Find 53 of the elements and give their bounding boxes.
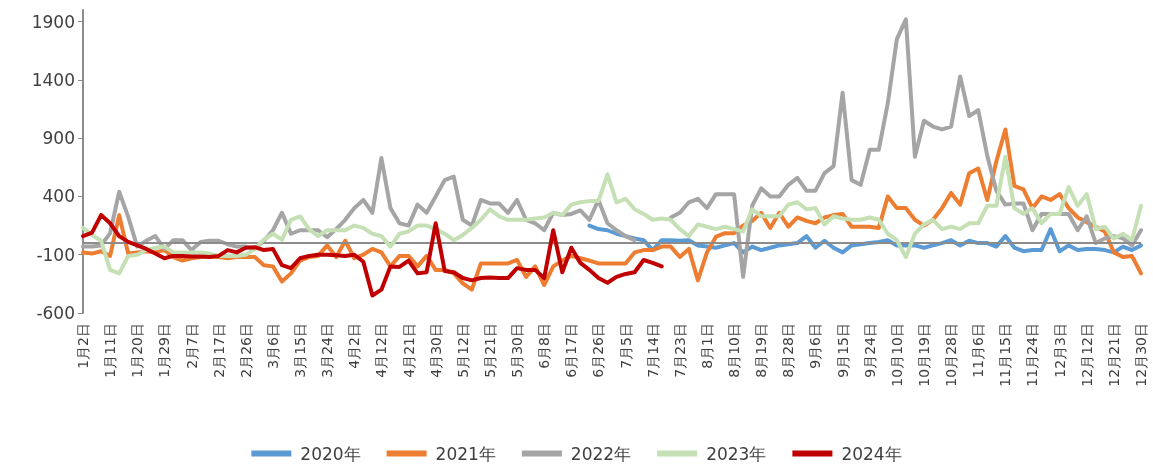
y-tick-label: -100 (36, 244, 75, 265)
x-tick-label: 6月17日 (563, 323, 580, 378)
y-tick-label: -600 (36, 303, 75, 323)
x-tick-label: 11月6日 (970, 323, 987, 378)
legend-label: 2021年 (435, 443, 496, 464)
x-tick-label: 5月21日 (481, 323, 498, 378)
x-tick-label: 2月17日 (210, 323, 227, 378)
y-tick-label: 1400 (31, 69, 75, 90)
x-tick-label: 8月1日 (698, 323, 715, 369)
x-tick-label: 11月15日 (997, 323, 1014, 387)
line-series (81, 154, 1143, 276)
x-tick-label: 8月19日 (753, 323, 770, 378)
x-tick-label: 12月3日 (1051, 323, 1068, 378)
x-tick-label: 4月30日 (427, 323, 444, 378)
x-tick-label: 9月6日 (807, 323, 824, 369)
x-tick-label: 1月2日 (75, 323, 91, 369)
y-tick-label: 900 (42, 128, 75, 149)
x-tick-label: 1月11日 (102, 323, 119, 378)
x-tick-label: 9月24日 (861, 323, 878, 378)
x-tick-label: 12月30日 (1133, 323, 1149, 387)
line-series (81, 213, 664, 298)
x-tick-label: 4月21日 (400, 323, 417, 378)
x-tick-label: 10月19日 (915, 323, 932, 387)
x-tick-label: 3月15日 (292, 323, 309, 378)
x-tick-label: 12月21日 (1105, 323, 1122, 387)
x-tick-label: 1月20日 (129, 323, 146, 378)
x-tick-label: 1月29日 (156, 323, 173, 378)
y-tick-label: 400 (42, 186, 75, 207)
y-tick-label: 1900 (31, 11, 75, 32)
x-tick-label: 10月28日 (943, 323, 960, 387)
x-tick-label: 3月6日 (264, 323, 281, 369)
x-tick-label: 9月15日 (834, 323, 851, 378)
legend-label: 2024年 (841, 443, 902, 464)
x-tick-label: 7月5日 (617, 323, 634, 369)
legend-label: 2023年 (706, 443, 767, 464)
x-tick-label: 8月10日 (726, 323, 743, 378)
x-tick-label: 11月24日 (1024, 323, 1041, 387)
x-tick-label: 2月7日 (183, 323, 200, 369)
x-tick-label: 6月8日 (536, 323, 553, 369)
x-tick-label: 12月12日 (1078, 323, 1095, 387)
x-tick-label: 10月10日 (888, 323, 905, 387)
legend-label: 2022年 (570, 443, 632, 464)
x-tick-label: 4月12日 (373, 323, 390, 378)
x-tick-label: 5月12日 (454, 323, 471, 378)
x-tick-label: 3月24日 (319, 323, 336, 378)
x-tick-label: 5月30日 (509, 323, 526, 378)
legend-label: 2020年 (300, 443, 361, 464)
x-tick-label: 6月26日 (590, 323, 607, 378)
x-tick-label: 2月26日 (237, 323, 254, 378)
x-tick-label: 8月28日 (780, 323, 797, 378)
x-tick-label: 7月23日 (671, 323, 688, 378)
x-tick-label: 4月2日 (346, 323, 363, 369)
x-tick-label: 7月14日 (644, 323, 661, 378)
